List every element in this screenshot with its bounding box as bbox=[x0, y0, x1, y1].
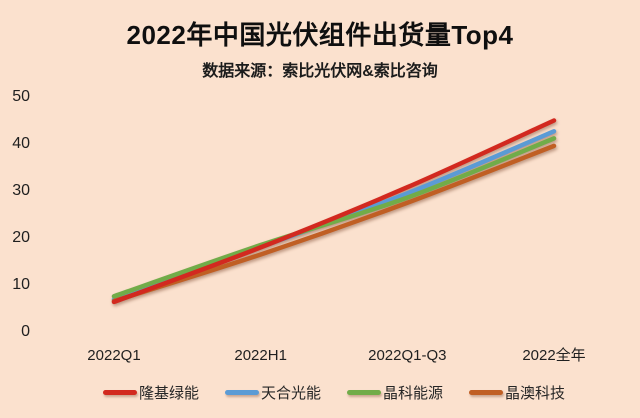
x-axis-label: 2022Q1 bbox=[87, 347, 141, 364]
legend-label: 晶澳科技 bbox=[505, 385, 566, 402]
y-tick-label: 10 bbox=[12, 276, 30, 293]
y-tick-label: 50 bbox=[12, 88, 30, 105]
y-tick-label: 30 bbox=[12, 182, 30, 199]
chart-subtitle: 数据来源：索比光伏网&索比咨询 bbox=[202, 63, 438, 80]
series-line-晶澳科技 bbox=[111, 143, 557, 304]
legend-item: 天合光能 bbox=[224, 382, 321, 403]
series-line-隆基绿能 bbox=[111, 118, 557, 305]
y-tick-label: 0 bbox=[21, 323, 30, 340]
legend-swatch-icon bbox=[347, 390, 381, 395]
legend-swatch-icon bbox=[469, 390, 504, 395]
chart-legend: 隆基绿能 天合光能 晶科能源 晶澳科技 bbox=[0, 382, 640, 403]
legend-item: 晶澳科技 bbox=[469, 382, 565, 403]
legend-item: 晶科能源 bbox=[347, 382, 443, 403]
y-tick-label: 40 bbox=[12, 135, 30, 152]
x-axis-label: 2022全年 bbox=[522, 347, 586, 364]
legend-swatch-icon bbox=[102, 390, 137, 395]
series-line-晶科能源 bbox=[111, 136, 557, 299]
legend-label: 天合光能 bbox=[260, 385, 321, 402]
chart-title: 2022年中国光伏组件出货量Top4 bbox=[126, 20, 514, 50]
x-axis-label: 2022H1 bbox=[234, 347, 287, 364]
legend-swatch-icon bbox=[224, 390, 259, 395]
legend-label: 晶科能源 bbox=[383, 385, 444, 402]
x-axis-label: 2022Q1-Q3 bbox=[368, 347, 447, 364]
y-tick-label: 20 bbox=[12, 229, 30, 246]
legend-label: 隆基绿能 bbox=[138, 385, 199, 402]
legend-item: 隆基绿能 bbox=[102, 382, 199, 403]
